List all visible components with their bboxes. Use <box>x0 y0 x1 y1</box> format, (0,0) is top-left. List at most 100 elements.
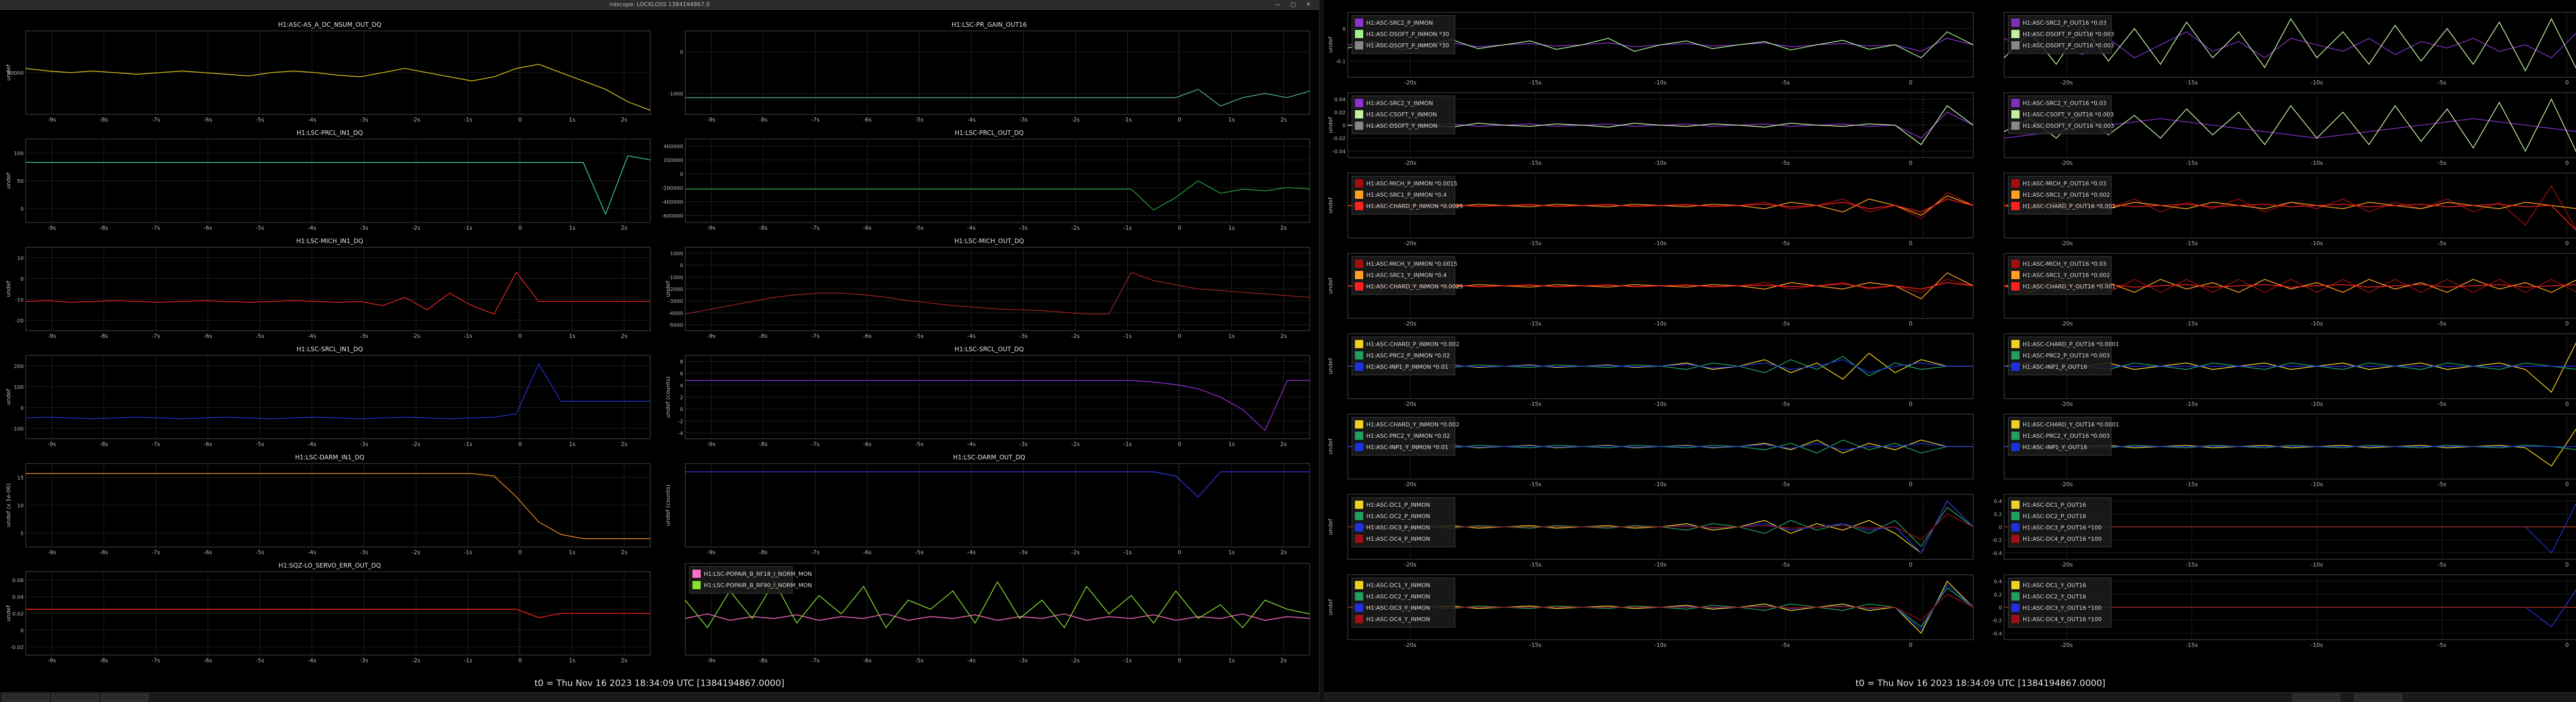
x-tick-label: -15s <box>2185 481 2198 488</box>
x-tick-label: 1s <box>1228 116 1235 123</box>
window-controls[interactable]: — ▢ ✕ <box>1275 1 1315 8</box>
legend-swatch <box>1355 41 1363 49</box>
y-tick-label: -20 <box>15 318 24 324</box>
x-tick-label: -5s <box>2437 160 2446 166</box>
y-tick-label: 0.04 <box>12 595 24 601</box>
legend-entry: H1:LSC-POPAIR_B_RF18_I_NORM_MON <box>704 571 812 577</box>
series-line <box>26 473 650 539</box>
x-tick-label: 0 <box>1909 240 1912 247</box>
legend-entry: H1:ASC-DC2_P_OUT16 <box>2023 513 2086 520</box>
x-tick-label: -2s <box>1071 441 1080 448</box>
y-tick-label: -2000 <box>668 287 683 293</box>
y-tick-label: -1000 <box>668 275 683 281</box>
legend-entry: H1:ASC-DC1_Y_INMON <box>1366 582 1430 589</box>
x-tick-label: -7s <box>151 657 160 664</box>
y-tick-label: -600000 <box>662 214 683 219</box>
y-tick-label: -200000 <box>662 186 683 192</box>
chart-title: H1:LSC-DARM_IN1_DQ <box>295 454 364 461</box>
chart-panel: H1:LSC-SRCL_IN1_DQ -9s -8s -7s -6s -5s -4s -3s -… <box>5 346 651 448</box>
y-tick-label: 400000 <box>664 144 683 150</box>
x-tick-label: -5s <box>1781 642 1790 648</box>
x-tick-label: -10s <box>2311 79 2323 86</box>
x-tick-label: 0 <box>518 225 522 231</box>
legend-swatch <box>2011 501 2020 509</box>
x-tick-label: -15s <box>2185 160 2198 166</box>
x-tick-label: -7s <box>811 333 820 339</box>
plot-frame <box>685 30 1310 115</box>
legend-swatch <box>1355 122 1363 130</box>
legend-entry: H1:ASC-DC3_Y_OUT16 *100 <box>2023 605 2102 611</box>
series-line <box>26 609 650 618</box>
x-tick-label: -7s <box>151 225 160 231</box>
x-tick-label: -8s <box>759 225 768 231</box>
x-tick-label: 2s <box>1280 333 1287 339</box>
chart-panel: H1:LSC-MICH_IN1_DQ -9s -8s -7s -6s -5s -4s -3s -… <box>5 237 651 339</box>
chart-panel: H1:LSC-PRCL_IN1_DQ -9s -8s -7s -6s -5s -4s -3s -… <box>5 129 651 231</box>
x-tick-label: -5s <box>915 549 924 556</box>
y-tick-label: -0.04 <box>1332 149 1346 155</box>
x-tick-label: -8s <box>759 333 768 339</box>
x-tick-label: 2s <box>621 549 628 556</box>
legend-entry: H1:ASC-INP1_Y_OUT16 <box>2023 444 2087 451</box>
legend-entry: H1:ASC-DSOFT_Y_OUT16 *0.003 <box>2023 123 2114 129</box>
x-tick-label: -10s <box>2311 642 2323 648</box>
x-tick-label: 0 <box>2565 401 2569 407</box>
x-tick-label: -20s <box>1404 561 1417 568</box>
legend-swatch <box>2011 615 2020 623</box>
series-line <box>685 380 1310 432</box>
window-title: ndscope: LOCKLOSS 1384194867.0 <box>609 1 710 8</box>
legend-entry: H1:ASC-DC1_Y_OUT16 <box>2023 582 2086 589</box>
x-tick-label: -3s <box>1019 116 1028 123</box>
y-axis-label: undef <box>5 605 12 622</box>
y-tick-label: -10 <box>15 297 24 303</box>
plot-frame <box>685 139 1310 223</box>
legend-swatch <box>2011 340 2020 348</box>
x-tick-label: -9s <box>47 333 56 339</box>
chart-panel: -20s -15s -10s -5s 0 undef H1:ASC-MICH_Y_INMON… <box>1327 253 1974 327</box>
chart-title: H1:LSC-SRCL_IN1_DQ <box>297 346 363 353</box>
status-tab[interactable] <box>2354 694 2402 701</box>
legend-swatch <box>2011 110 2020 118</box>
status-tab[interactable] <box>101 694 148 701</box>
legend-box <box>1351 176 1455 215</box>
x-tick-label: -1s <box>1123 333 1132 339</box>
x-tick-label: 2s <box>1280 549 1287 556</box>
x-tick-label: -1s <box>464 333 472 339</box>
chart-panel: -20s -15s -10s -5s 0 H1:ASC-MICH_Y_OUT16 *0.0… <box>2004 253 2576 327</box>
y-axis-label: undef (x 1e-06) <box>5 483 12 527</box>
legend-swatch <box>1355 202 1363 210</box>
x-tick-label: -4s <box>967 441 976 448</box>
x-tick-label: -5s <box>1781 481 1790 488</box>
legend-entry: H1:ASC-DC4_Y_OUT16 *100 <box>2023 616 2102 623</box>
series-line <box>2004 98 2576 152</box>
series-line <box>685 471 1310 498</box>
legend-swatch <box>2011 592 2020 601</box>
x-tick-label: -20s <box>2061 160 2073 166</box>
plot-grid-right[interactable]: -20s -15s -10s -5s 00-0.1undefH1:ASC-SRC2_P_… <box>1324 0 2576 702</box>
x-tick-label: 0 <box>1909 320 1912 327</box>
legend-swatch <box>1355 19 1363 27</box>
x-tick-label: -9s <box>707 225 716 231</box>
legend-swatch <box>2011 179 2020 187</box>
chart-panel: -9s -8s -7s -6s -5s -4s -3s -2s -1s 0 1s 2s H1:LSC-P… <box>685 563 1310 664</box>
legend-entry: H1:ASC-SRC2_P_INMON <box>1366 20 1433 26</box>
x-tick-label: 0 <box>2565 481 2569 488</box>
x-tick-label: 1s <box>1228 333 1235 339</box>
chart-panel: -20s -15s -10s -5s 0 undef H1:ASC-MICH_P_INMON… <box>1327 173 1974 247</box>
x-tick-label: 0 <box>1909 481 1912 488</box>
x-tick-label: -9s <box>707 441 716 448</box>
y-tick-label: 0 <box>1343 27 1346 32</box>
legend-entry: H1:ASC-SRC2_Y_INMON <box>1366 100 1433 107</box>
status-tab[interactable] <box>52 694 99 701</box>
status-tab[interactable] <box>2293 694 2340 701</box>
plot-grid-left[interactable]: H1:ASC-AS_A_DC_NSUM_OUT_DQ -9s -8s -7s -6s -5… <box>0 0 1319 702</box>
x-tick-label: -2s <box>412 333 420 339</box>
status-tab[interactable] <box>2 694 49 701</box>
x-tick-label: -7s <box>811 225 820 231</box>
x-tick-label: -6s <box>863 657 872 664</box>
x-tick-label: -1s <box>1123 549 1132 556</box>
legend-swatch <box>2011 41 2020 49</box>
x-tick-label: -20s <box>1404 240 1417 247</box>
chart-panel: -20s -15s -10s -5s 0 H1:ASC-CHARD_P_OUT16 *0.… <box>2004 333 2576 407</box>
y-tick-label: 0 <box>680 407 683 413</box>
